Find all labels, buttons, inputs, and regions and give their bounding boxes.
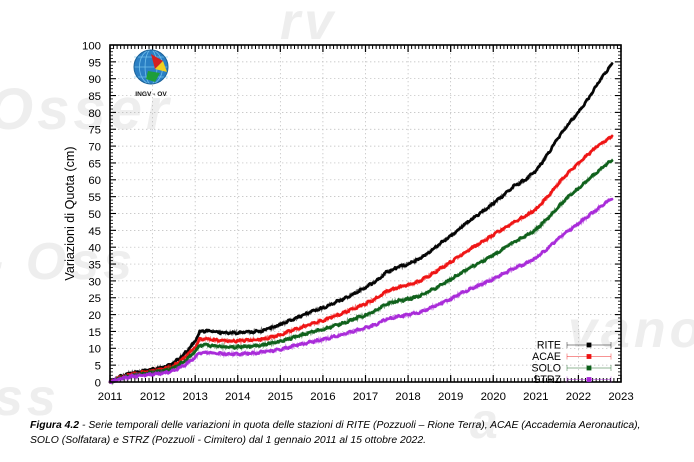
y-tick-label: 70 [88,142,101,154]
y-tick-label: 45 [88,226,101,238]
logo-segment-red [151,54,163,69]
plot-frame [109,44,622,383]
caption-label: Figura 4.2 [30,420,80,431]
y-tick-label: 40 [88,243,101,255]
y-tick-label: 30 [88,276,101,288]
y-tick-label: 65 [88,158,101,170]
y-tick-label: 90 [88,74,101,86]
data-series-rite [108,62,614,384]
legend-marker-rite [586,342,592,348]
y-tick-label: 35 [88,259,101,271]
logo-outline [133,49,169,85]
x-tick-label: 2017 [353,391,378,400]
x-tick-label: 2018 [395,391,420,400]
legend-label-strz: STRZ [533,374,561,386]
legend-marker-strz [586,377,592,382]
x-tick-label: 2021 [523,391,548,400]
y-axis-title: Variazioni di Quota (cm) [63,146,77,280]
x-tick-label: 2019 [438,391,463,400]
y-tick-label: 5 [95,361,101,373]
data-series-solo [108,158,614,386]
y-tick-label: 80 [88,108,101,120]
data-series-acae [108,134,614,385]
x-tick-label: 2020 [481,391,506,400]
caption-body: - Serie temporali delle variazioni in qu… [30,420,641,446]
x-tick-label: 2012 [140,391,165,400]
series-scatter-band [109,135,613,385]
logo-segment-green [146,71,160,82]
legend-label-acae: ACAE [532,351,561,363]
series-scatter-band [109,158,613,386]
series-line [108,62,614,384]
x-tick-label: 2016 [310,391,335,400]
ingv-ov-logo: INGV - OV [133,49,169,98]
y-tick-label: 25 [88,293,101,305]
y-tick-label: 55 [88,192,101,204]
timeseries-chart: 0 5 10 15 20 25 30 35 40 45 50 55 60 65 70 75 80 85 90 95 10… [63,40,634,400]
x-axis-labels: 2011 2012 2013 2014 2015 2016 2017 2018 2019 2020… [98,391,634,400]
legend-label-rite: RITE [537,340,561,352]
x-tick-label: 2022 [566,391,591,400]
y-tick-label: 15 [88,327,101,339]
series-scatter-band [109,62,613,382]
x-tick-label: 2023 [608,391,633,400]
figure-caption: Figura 4.2 - Serie temporali delle varia… [30,418,670,448]
y-tick-label: 100 [82,40,101,52]
logo-label: INGV - OV [135,91,167,98]
y-tick-label: 85 [88,91,101,103]
legend-label-solo: SOLO [532,363,561,375]
x-tick-label: 2011 [98,391,123,400]
legend-marker-solo [586,365,592,371]
y-axis-labels: 0 5 10 15 20 25 30 35 40 45 50 55 60 65 70 75 80 85 90 95 10… [82,40,101,389]
series-scatter-band [109,197,613,385]
data-series-strz [108,197,614,385]
x-tick-label: 2013 [182,391,207,400]
data-series-group [108,62,614,386]
y-tick-label: 0 [95,377,101,389]
x-tick-label: 2014 [225,391,250,400]
legend-marker-acae [586,354,592,359]
y-tick-label: 95 [88,57,101,69]
logo-segment-yellow [155,61,167,72]
y-tick-label: 10 [88,344,101,356]
y-tick-label: 50 [88,209,101,221]
grid-lines [110,44,621,382]
y-tick-label: 60 [88,175,101,187]
y-tick-label: 20 [88,310,101,322]
chart-plot: 0 5 10 15 20 25 30 35 40 45 50 55 60 65 70 75 80 85 90 95 10… [63,40,634,400]
y-tick-label: 75 [88,125,101,137]
x-tick-label: 2015 [268,391,293,400]
